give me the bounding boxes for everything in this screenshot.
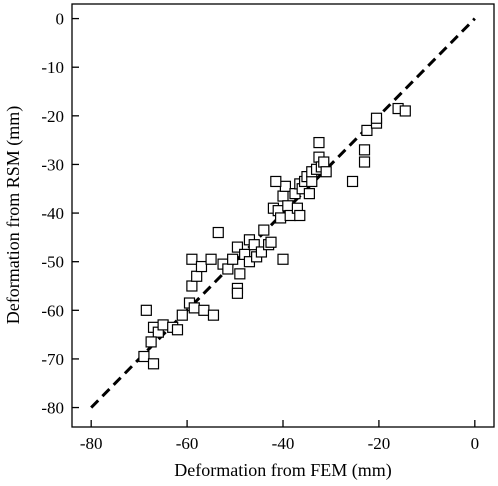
- data-point: [282, 200, 294, 212]
- x-axis-title: Deformation from FEM (mm): [174, 460, 391, 481]
- data-points: [138, 102, 411, 370]
- data-point: [318, 156, 330, 168]
- data-point: [361, 124, 373, 137]
- y-tick-label: -20: [41, 107, 64, 126]
- data-point: [147, 358, 160, 370]
- x-tick-label: -20: [368, 434, 391, 453]
- data-point: [255, 246, 268, 258]
- data-point: [358, 144, 371, 156]
- data-point: [222, 263, 234, 275]
- x-tick-label: 0: [471, 434, 480, 453]
- data-point: [277, 190, 289, 202]
- x-tick-label: -40: [272, 434, 295, 453]
- data-point: [275, 212, 287, 224]
- data-point: [212, 226, 224, 239]
- data-point: [188, 302, 200, 314]
- y-tick-label: -60: [41, 301, 64, 320]
- data-point: [157, 319, 169, 331]
- data-point: [195, 260, 208, 273]
- y-tick-label: -30: [41, 155, 64, 174]
- data-point: [313, 136, 325, 149]
- data-point: [171, 324, 184, 336]
- y-tick-label: -50: [41, 253, 64, 272]
- data-point: [279, 180, 291, 192]
- data-point: [207, 309, 220, 321]
- y-axis-title: Deformation from RSM (mm): [3, 106, 24, 324]
- data-point: [277, 253, 289, 265]
- x-axis: -80 -60 -40 -20 0: [80, 420, 479, 453]
- y-axis: 0 -10 -20 -30 -40 -50 -60 -70 -80: [41, 10, 79, 418]
- data-point: [186, 253, 198, 265]
- x-tick-label: -80: [80, 434, 103, 453]
- data-point: [231, 287, 244, 299]
- data-point: [370, 112, 383, 124]
- data-point: [191, 270, 203, 282]
- data-point: [399, 105, 411, 117]
- data-point: [140, 304, 152, 316]
- data-point: [320, 166, 332, 178]
- data-point: [306, 175, 318, 188]
- data-point: [231, 241, 244, 253]
- y-tick-label: -10: [41, 58, 64, 77]
- data-point: [176, 309, 188, 321]
- data-point: [294, 209, 306, 222]
- data-point: [205, 253, 217, 265]
- y-tick-label: 0: [56, 10, 65, 29]
- y-tick-label: -40: [41, 204, 64, 223]
- data-point: [198, 304, 210, 316]
- data-point: [346, 175, 359, 188]
- data-point: [234, 268, 246, 280]
- x-tick-label: -60: [176, 434, 199, 453]
- data-point: [358, 156, 371, 168]
- data-point: [258, 224, 270, 236]
- data-point: [138, 350, 150, 363]
- y-tick-label: -70: [41, 350, 64, 369]
- data-point: [248, 239, 260, 251]
- data-point: [265, 236, 277, 248]
- y-tick-label: -80: [41, 399, 64, 418]
- data-point: [145, 336, 157, 348]
- data-point: [303, 188, 315, 200]
- data-point: [227, 253, 239, 265]
- data-point: [270, 175, 282, 188]
- data-point: [186, 280, 198, 292]
